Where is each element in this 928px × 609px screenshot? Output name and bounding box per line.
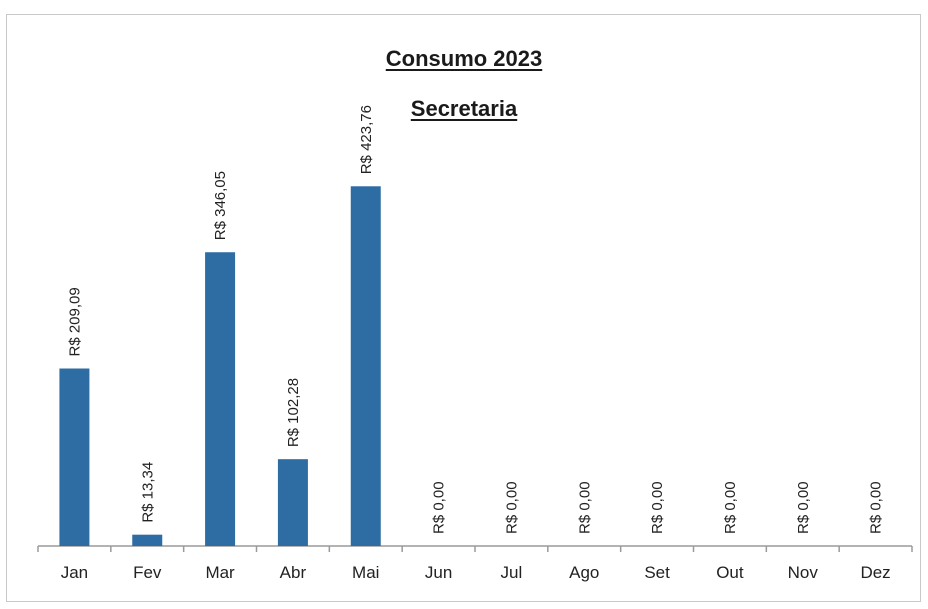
bar — [277, 459, 308, 546]
x-tick-label: Fev — [133, 563, 162, 582]
bar — [205, 252, 236, 546]
data-label: R$ 0,00 — [795, 481, 812, 534]
x-tick-label: Jun — [425, 563, 452, 582]
data-label: R$ 0,00 — [503, 481, 520, 534]
chart-title: Consumo 2023 — [385, 46, 543, 71]
x-tick-label: Ago — [569, 563, 599, 582]
bar — [59, 368, 90, 546]
x-tick-label: Nov — [788, 563, 819, 582]
data-label: R$ 423,76 — [358, 105, 375, 174]
bar — [350, 186, 381, 546]
x-tick-label: Out — [716, 563, 744, 582]
data-label: R$ 0,00 — [868, 481, 885, 534]
data-label: R$ 209,09 — [66, 287, 83, 356]
chart-frame — [6, 14, 921, 602]
data-label: R$ 0,00 — [649, 481, 666, 534]
bar — [132, 534, 163, 546]
x-tick-label: Mai — [352, 563, 379, 582]
data-label: R$ 0,00 — [576, 481, 593, 534]
data-label: R$ 0,00 — [722, 481, 739, 534]
x-tick-label: Jan — [61, 563, 88, 582]
x-tick-label: Dez — [860, 563, 890, 582]
x-tick-label: Set — [644, 563, 670, 582]
x-tick-label: Abr — [280, 563, 307, 582]
data-label: R$ 0,00 — [431, 481, 448, 534]
data-label: R$ 13,34 — [139, 462, 156, 523]
data-label: R$ 102,28 — [285, 378, 302, 447]
x-tick-label: Jul — [501, 563, 523, 582]
data-label: R$ 346,05 — [212, 171, 229, 240]
plot-area: Jan R$ 209,09 Fev R$ 13,34 Mar R$ 346,05 Abr R$… — [37, 105, 913, 582]
chart-subtitle: Secretaria — [410, 96, 518, 121]
x-tick-label: Mar — [205, 563, 235, 582]
